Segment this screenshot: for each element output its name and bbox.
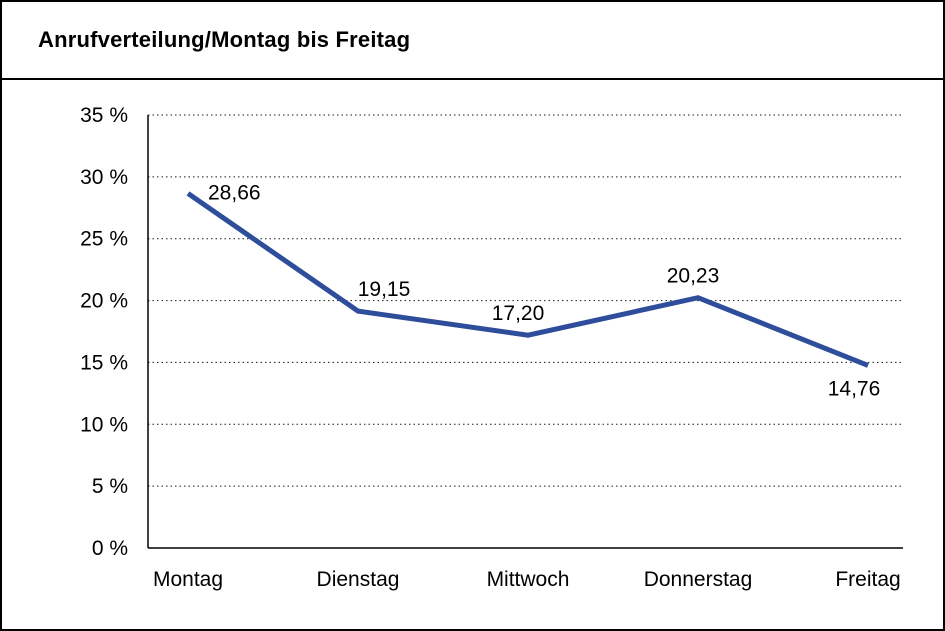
chart-header: Anrufverteilung/Montag bis Freitag [2, 2, 943, 80]
y-axis-tick-label: 30 % [80, 166, 128, 189]
y-axis-tick-label: 0 % [92, 537, 128, 560]
x-axis-category-label: Freitag [835, 568, 900, 591]
y-axis-tick-label: 5 % [92, 475, 128, 498]
data-point-label: 20,23 [667, 265, 720, 288]
y-axis-tick-label: 25 % [80, 228, 128, 251]
y-axis-tick-label: 15 % [80, 351, 128, 374]
y-axis-tick-label: 20 % [80, 290, 128, 313]
x-axis-category-label: Montag [153, 568, 223, 591]
data-point-label: 17,20 [492, 302, 545, 325]
x-axis-category-label: Donnerstag [644, 568, 753, 591]
y-axis-tick-label: 35 % [80, 104, 128, 127]
data-point-label: 28,66 [208, 181, 261, 204]
data-point-label: 14,76 [828, 377, 881, 400]
chart-area: 0 % 5 % 10 % 15 % 20 % 25 % 30 % 35 % Montag Dien… [2, 80, 943, 627]
series-line [186, 191, 869, 368]
line-chart-svg: 0 % 5 % 10 % 15 % 20 % 25 % 30 % 35 % Montag Dien… [80, 104, 903, 591]
data-point-label: 19,15 [358, 278, 411, 301]
chart-title: Anrufverteilung/Montag bis Freitag [38, 27, 411, 52]
x-axis-category-label: Dienstag [317, 568, 400, 591]
y-axis-tick-label: 10 % [80, 413, 128, 436]
x-axis-category-label: Mittwoch [487, 568, 570, 591]
